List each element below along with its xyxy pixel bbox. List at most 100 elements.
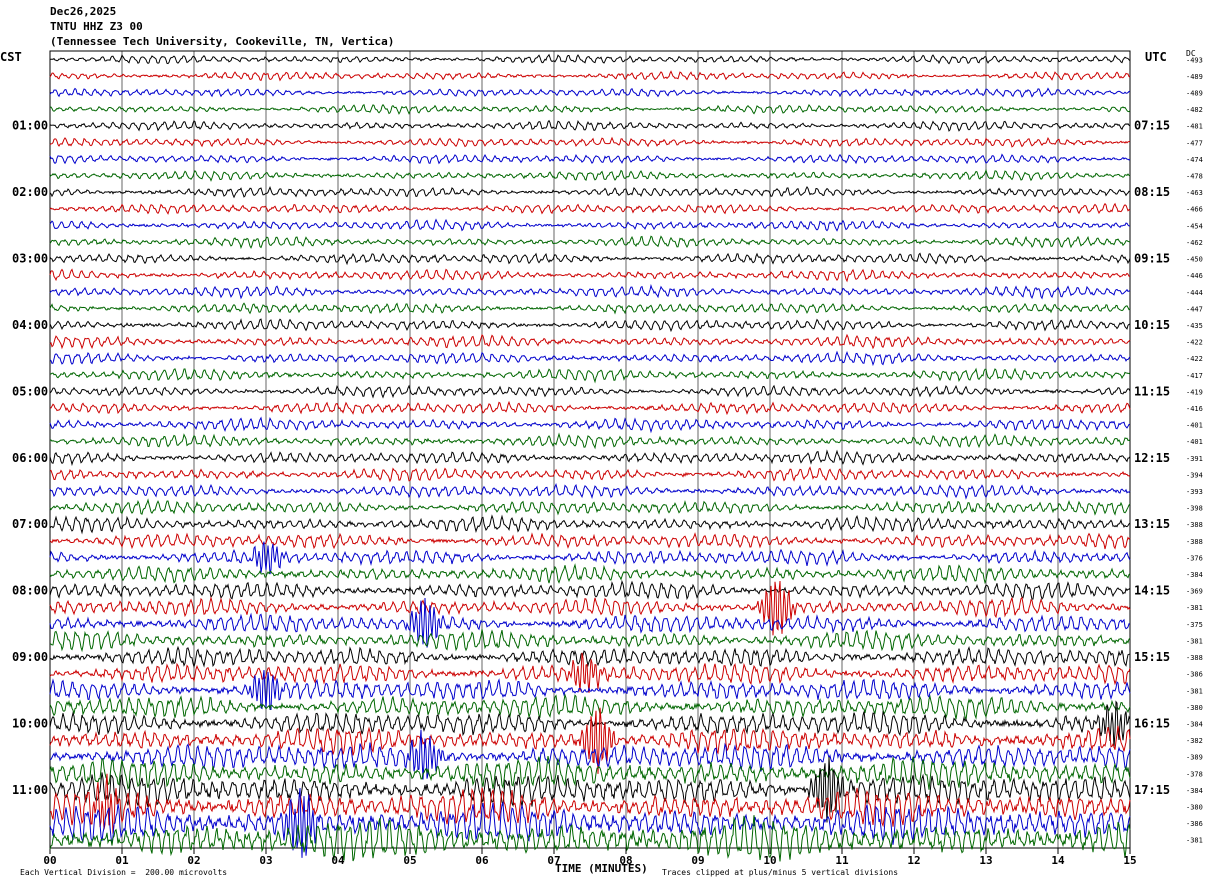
left-timezone-label: CST: [0, 50, 22, 64]
dc-offset-label: -388: [1186, 654, 1203, 662]
trace-line-41: [49, 707, 1131, 774]
trace-line-37: [49, 652, 1131, 693]
dc-offset-label: -398: [1186, 505, 1203, 513]
trace-line-29: [49, 532, 1131, 550]
x-tick-label: 06: [475, 854, 489, 867]
right-time-label: 16:15: [1134, 716, 1170, 730]
trace-line-28: [49, 514, 1131, 535]
dc-offset-label: -446: [1186, 272, 1203, 280]
trace-line-3: [49, 103, 1131, 115]
trace-line-38: [49, 670, 1131, 711]
dc-offset-label: -380: [1186, 803, 1203, 811]
x-tick-label: 11: [835, 854, 849, 867]
left-time-label: 03:00: [12, 252, 48, 266]
right-time-label: 10:15: [1134, 318, 1170, 332]
trace-line-6: [49, 153, 1131, 165]
right-timezone-label: UTC: [1145, 50, 1167, 64]
trace-line-27: [49, 498, 1131, 516]
dc-offset-label: -401: [1186, 438, 1203, 446]
dc-offset-label: -386: [1186, 671, 1203, 679]
x-tick-label: 05: [403, 854, 416, 867]
dc-offset-label: -376: [1186, 554, 1203, 562]
trace-line-24: [49, 449, 1131, 467]
right-time-label: 13:15: [1134, 517, 1170, 531]
plot-frame: [49, 50, 1131, 849]
dc-offset-label: -462: [1186, 239, 1203, 247]
trace-line-10: [49, 218, 1131, 232]
right-time-label: 15:15: [1134, 650, 1170, 664]
trace-line-22: [49, 416, 1131, 434]
clip-note: Traces clipped at plus/minus 5 vertical …: [662, 868, 899, 877]
dc-offset-label: -380: [1186, 704, 1203, 712]
dc-offset-label: -378: [1186, 770, 1203, 778]
trace-line-26: [49, 483, 1131, 500]
trace-line-18: [49, 350, 1131, 367]
trace-line-40: [49, 700, 1131, 748]
dc-offset-label: -435: [1186, 322, 1203, 330]
dc-offset-label: -401: [1186, 422, 1203, 430]
trace-line-47: [49, 815, 1131, 862]
trace-line-19: [49, 367, 1131, 384]
right-time-label: 09:15: [1134, 252, 1170, 266]
x-tick-label: 13: [979, 854, 992, 867]
trace-line-1: [49, 70, 1131, 82]
x-tick-label: 08: [619, 854, 632, 867]
dc-offset-label: -389: [1186, 754, 1203, 762]
x-tick-label: 00: [43, 854, 56, 867]
dc-offset-label: -477: [1186, 139, 1203, 147]
x-axis-label: TIME (MINUTES): [555, 862, 648, 875]
left-time-label: 10:00: [12, 716, 48, 730]
trace-line-12: [49, 252, 1131, 266]
x-tick-label: 12: [907, 854, 920, 867]
dc-offset-label: -454: [1186, 222, 1203, 230]
trace-line-23: [49, 432, 1131, 450]
left-time-label: 05:00: [12, 384, 48, 398]
dc-offset-label: -381: [1186, 604, 1203, 612]
dc-offset-label: -466: [1186, 206, 1203, 214]
dc-offset-label: -386: [1186, 820, 1203, 828]
trace-line-39: [49, 693, 1131, 720]
left-time-label: 02:00: [12, 185, 48, 199]
right-time-label: 07:15: [1134, 119, 1170, 133]
trace-line-34: [49, 597, 1131, 648]
dc-offset-label: -416: [1186, 405, 1203, 413]
trace-line-17: [49, 333, 1131, 350]
dc-offset-label: -463: [1186, 189, 1203, 197]
dc-offset-label: -444: [1186, 289, 1203, 297]
trace-line-14: [49, 283, 1131, 300]
dc-offset-label: -478: [1186, 173, 1203, 181]
dc-offset-label: -422: [1186, 355, 1203, 363]
dc-offset-label: -381: [1186, 837, 1203, 845]
dc-offset-label: -394: [1186, 471, 1203, 479]
trace-line-11: [49, 235, 1131, 250]
left-time-label: 11:00: [12, 783, 48, 797]
trace-line-21: [49, 400, 1131, 416]
right-time-label: 12:15: [1134, 451, 1170, 465]
trace-line-44: [49, 757, 1131, 823]
trace-line-8: [49, 186, 1131, 199]
left-time-label: 09:00: [12, 650, 48, 664]
trace-line-15: [49, 302, 1131, 315]
x-tick-label: 01: [115, 854, 129, 867]
trace-line-45: [49, 773, 1131, 834]
dc-offset-label: -447: [1186, 305, 1203, 313]
dc-offset-label: -391: [1186, 455, 1203, 463]
trace-line-0: [49, 53, 1131, 65]
dc-offset-label: -384: [1186, 571, 1203, 579]
x-tick-label: 02: [187, 854, 200, 867]
dc-offset-label: -493: [1186, 56, 1203, 64]
left-time-label: 07:00: [12, 517, 48, 531]
grid: [49, 50, 1131, 854]
trace-line-36: [49, 645, 1131, 669]
x-tick-label: 03: [259, 854, 272, 867]
trace-line-16: [49, 318, 1131, 333]
dc-offset-label: -384: [1186, 787, 1203, 795]
trace-line-35: [49, 629, 1131, 653]
left-time-label: 01:00: [12, 119, 48, 133]
dc-offset-label: -474: [1186, 156, 1203, 164]
dc-offset-label: -381: [1186, 687, 1203, 695]
dc-offset-label: -417: [1186, 372, 1203, 380]
x-tick-label: 15: [1123, 854, 1136, 867]
traces: [49, 53, 1131, 862]
